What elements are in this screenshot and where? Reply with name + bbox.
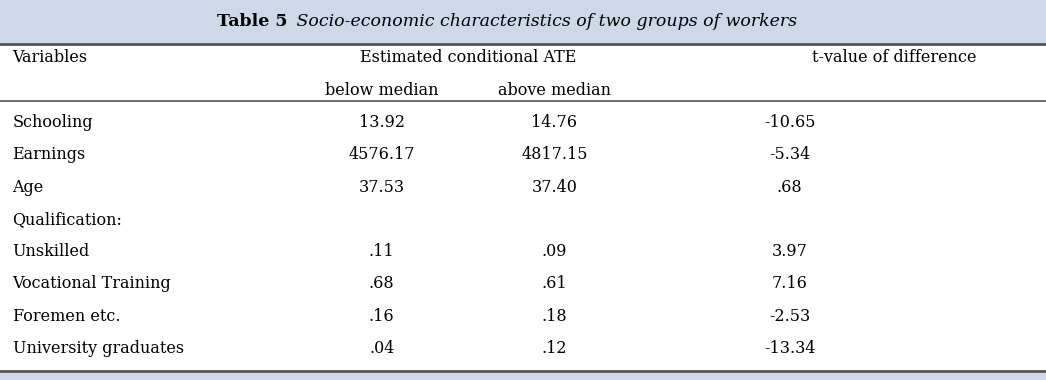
Text: .09: .09 (542, 243, 567, 260)
Text: .12: .12 (542, 340, 567, 357)
Text: Variables: Variables (13, 49, 88, 66)
Text: .11: .11 (369, 243, 394, 260)
Text: Unskilled: Unskilled (13, 243, 90, 260)
Text: 37.40: 37.40 (531, 179, 577, 196)
Text: t-value of difference: t-value of difference (812, 49, 977, 66)
Text: 14.76: 14.76 (531, 114, 577, 131)
Text: Socio-economic characteristics of two groups of workers: Socio-economic characteristics of two gr… (291, 13, 797, 30)
Text: above median: above median (498, 82, 611, 99)
Text: .16: .16 (369, 308, 394, 325)
Text: Age: Age (13, 179, 44, 196)
Text: Estimated conditional ATE: Estimated conditional ATE (361, 49, 576, 66)
Text: .04: .04 (369, 340, 394, 357)
Text: University graduates: University graduates (13, 340, 184, 357)
Text: 13.92: 13.92 (359, 114, 405, 131)
Text: -13.34: -13.34 (764, 340, 816, 357)
Text: 3.97: 3.97 (772, 243, 808, 260)
Text: Qualification:: Qualification: (13, 211, 122, 228)
Text: .61: .61 (542, 276, 567, 293)
Text: Earnings: Earnings (13, 146, 86, 163)
Text: Vocational Training: Vocational Training (13, 276, 172, 293)
Text: below median: below median (325, 82, 438, 99)
Text: .18: .18 (542, 308, 567, 325)
Text: Foremen etc.: Foremen etc. (13, 308, 120, 325)
Text: .68: .68 (369, 276, 394, 293)
Text: 4817.15: 4817.15 (521, 146, 588, 163)
Bar (0, 44, 1046, 370)
Text: -5.34: -5.34 (769, 146, 811, 163)
Text: 7.16: 7.16 (772, 276, 808, 293)
Text: -2.53: -2.53 (769, 308, 811, 325)
Text: Table 5: Table 5 (218, 13, 288, 30)
Text: Schooling: Schooling (13, 114, 93, 131)
Text: 4576.17: 4576.17 (348, 146, 415, 163)
Text: .68: .68 (777, 179, 802, 196)
Text: 37.53: 37.53 (359, 179, 405, 196)
Text: -10.65: -10.65 (764, 114, 816, 131)
